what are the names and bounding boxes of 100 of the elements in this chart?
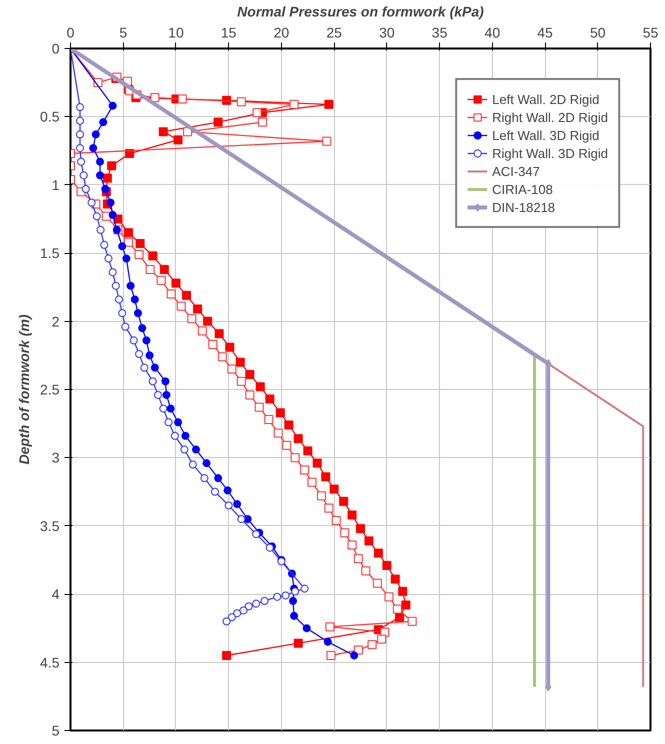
x-axis-title: Normal Pressures on formwork (kPa) bbox=[237, 4, 484, 20]
point bbox=[224, 501, 233, 510]
point bbox=[134, 309, 142, 318]
point bbox=[182, 290, 191, 300]
point bbox=[332, 516, 341, 525]
point bbox=[106, 198, 115, 207]
point bbox=[96, 171, 104, 180]
point bbox=[178, 94, 187, 104]
point bbox=[208, 340, 218, 349]
x-tick-label: 45 bbox=[537, 24, 554, 40]
point bbox=[160, 264, 169, 274]
point bbox=[244, 515, 252, 524]
point bbox=[150, 93, 160, 102]
y-tick-label: 3.5 bbox=[40, 518, 60, 534]
point bbox=[130, 336, 138, 344]
point bbox=[214, 474, 222, 482]
point bbox=[76, 130, 84, 138]
x-tick-label: 35 bbox=[432, 24, 448, 40]
point bbox=[107, 161, 116, 170]
x-tick-label: 30 bbox=[379, 24, 395, 40]
point bbox=[154, 390, 162, 399]
point bbox=[193, 304, 202, 314]
point bbox=[76, 116, 84, 125]
point bbox=[202, 459, 211, 468]
point bbox=[356, 524, 365, 534]
point bbox=[244, 602, 253, 610]
point bbox=[300, 465, 310, 474]
point bbox=[324, 504, 334, 513]
point bbox=[239, 606, 248, 614]
point bbox=[166, 290, 176, 299]
y-tick-label: 5 bbox=[52, 722, 60, 738]
point bbox=[174, 418, 182, 426]
point bbox=[171, 278, 180, 288]
point bbox=[187, 314, 196, 324]
point bbox=[348, 540, 357, 550]
point bbox=[108, 102, 117, 110]
point bbox=[82, 185, 90, 193]
point bbox=[390, 574, 400, 584]
point bbox=[100, 240, 108, 249]
point bbox=[222, 650, 232, 660]
point bbox=[398, 586, 408, 596]
point bbox=[77, 158, 86, 166]
point bbox=[158, 127, 168, 136]
point bbox=[118, 242, 126, 250]
point bbox=[200, 474, 208, 482]
point bbox=[180, 446, 188, 454]
y-tick-label: 2 bbox=[52, 313, 60, 330]
point bbox=[130, 295, 139, 304]
point bbox=[210, 488, 219, 496]
point bbox=[282, 440, 292, 450]
point bbox=[176, 302, 186, 311]
point bbox=[256, 382, 265, 392]
point bbox=[245, 390, 254, 400]
point bbox=[339, 496, 348, 506]
point bbox=[340, 528, 350, 538]
point bbox=[382, 560, 392, 570]
point bbox=[274, 428, 283, 438]
point bbox=[134, 250, 144, 259]
point bbox=[276, 408, 285, 418]
point bbox=[188, 460, 197, 469]
point bbox=[124, 228, 133, 238]
point bbox=[88, 198, 96, 207]
y-axis-title: Depth of formwork (m) bbox=[16, 314, 32, 465]
point bbox=[222, 617, 231, 626]
point bbox=[303, 446, 312, 456]
point bbox=[140, 364, 148, 372]
point bbox=[265, 394, 274, 404]
point bbox=[289, 596, 298, 605]
point bbox=[174, 135, 183, 144]
point bbox=[236, 376, 246, 386]
x-tick-label: 50 bbox=[590, 24, 606, 40]
point bbox=[96, 158, 104, 166]
legend-label: Left Wall. 3D Rigid bbox=[492, 126, 600, 144]
point bbox=[170, 432, 179, 440]
point bbox=[233, 500, 242, 508]
point bbox=[218, 352, 227, 362]
point bbox=[92, 130, 100, 138]
point bbox=[374, 548, 383, 558]
point bbox=[282, 591, 290, 600]
point bbox=[181, 432, 190, 440]
legend-label: DIN-18218 bbox=[492, 198, 556, 216]
y-tick-label: 3 bbox=[52, 450, 60, 466]
point bbox=[264, 415, 274, 424]
point bbox=[368, 640, 377, 650]
point bbox=[96, 226, 105, 234]
point bbox=[118, 309, 126, 318]
point bbox=[89, 144, 98, 152]
x-tick-label: 25 bbox=[326, 24, 342, 40]
point bbox=[104, 254, 112, 263]
point bbox=[142, 336, 150, 344]
point bbox=[112, 282, 120, 290]
point bbox=[225, 342, 234, 352]
point bbox=[203, 316, 212, 326]
point bbox=[326, 650, 336, 660]
y-tick-label: 2.5 bbox=[40, 382, 60, 398]
point bbox=[245, 370, 254, 379]
point bbox=[101, 185, 110, 193]
point bbox=[252, 600, 260, 608]
point bbox=[156, 276, 166, 285]
point bbox=[76, 103, 84, 112]
